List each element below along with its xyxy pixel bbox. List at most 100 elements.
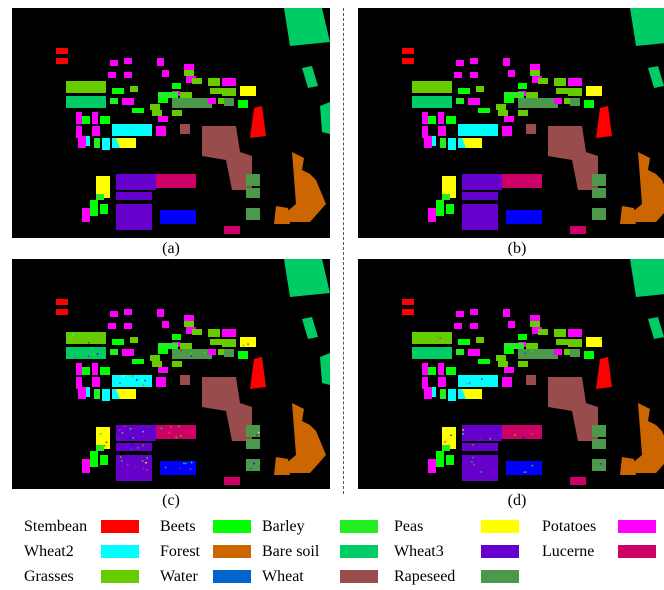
field-forest: [274, 457, 290, 475]
field-wheat2: [458, 138, 468, 148]
field-potatoes: [456, 311, 464, 317]
misclassified-pixel: [127, 463, 129, 466]
misclassified-pixel: [137, 447, 139, 449]
field-rapeseed: [172, 98, 212, 108]
map-panel-a: [12, 8, 330, 238]
field-baresoil: [630, 259, 664, 297]
field-baresoil: [302, 66, 318, 88]
field-potatoes: [508, 70, 515, 77]
legend-label: Beets: [160, 518, 196, 535]
misclassified-pixel: [146, 457, 148, 459]
misclassified-pixel: [168, 432, 170, 434]
field-yellow: [96, 176, 110, 198]
field-potatoes: [422, 377, 428, 389]
field-grasses: [412, 81, 452, 93]
field-wheat2: [448, 138, 456, 150]
field-potatoes: [508, 321, 515, 328]
misclassified-pixel: [98, 443, 100, 445]
field-wheat: [526, 375, 536, 385]
field-yellow: [442, 427, 456, 449]
field-potatoes: [110, 311, 118, 317]
legend-swatch-wheat: [340, 570, 378, 583]
legend-label: Peas: [394, 518, 424, 535]
misclassified-pixel: [141, 460, 144, 462]
legend-label: Wheat3: [394, 543, 444, 560]
misclassified-pixel: [489, 438, 491, 440]
field-potatoes: [422, 112, 428, 124]
field-potatoes: [162, 321, 169, 328]
map-panel-d: [358, 259, 664, 489]
field-barley: [96, 194, 104, 200]
map-background: [12, 8, 330, 238]
field-grasses: [518, 110, 528, 116]
field-potatoes: [158, 367, 168, 373]
legend-swatch-baresoil: [340, 545, 378, 558]
legend-label: Wheat: [262, 568, 304, 585]
field-beets: [458, 339, 470, 345]
legend-item-wheat: Wheat: [262, 566, 304, 588]
map-panel-b: [358, 8, 664, 238]
field-stembean: [56, 299, 68, 305]
caption-c: (c): [162, 492, 180, 509]
field-beets: [158, 98, 168, 103]
field-wheat: [180, 375, 190, 385]
field-potatoes: [502, 126, 512, 136]
misclassified-pixel: [525, 471, 527, 473]
field-forest: [630, 403, 664, 473]
field-potatoes: [422, 363, 428, 375]
field-grasses: [130, 337, 138, 343]
field-potatoes: [503, 309, 510, 317]
legend-label: Rapeseed: [394, 568, 456, 585]
legend-item-grasses: Grasses: [24, 566, 74, 588]
field-lucerne: [502, 425, 542, 439]
field-grasses: [172, 361, 182, 367]
field-grasses: [210, 339, 222, 345]
field-baresoil: [302, 317, 318, 339]
field-forest: [274, 206, 290, 224]
field-peas: [160, 210, 196, 224]
field-potatoes: [504, 116, 514, 122]
misclassified-pixel: [132, 375, 134, 377]
field-forest: [630, 152, 664, 222]
field-wheat3: [462, 174, 502, 190]
field-potatoes: [157, 309, 164, 317]
field-forest: [284, 403, 326, 473]
field-baresoil: [320, 102, 330, 134]
field-grasses: [180, 92, 192, 98]
field-wheat3: [116, 222, 152, 230]
misclassified-pixel: [99, 433, 102, 435]
field-grasses: [184, 70, 194, 76]
field-baresoil: [284, 8, 330, 46]
legend-item-wheat3: Wheat3: [394, 541, 444, 563]
misclassified-pixel: [130, 447, 132, 450]
field-grasses: [150, 355, 160, 361]
legend-item-lucerne: Lucerne: [542, 541, 594, 563]
field-wheat2: [102, 138, 110, 150]
misclassified-pixel: [436, 335, 438, 338]
field-beets: [478, 108, 490, 113]
legend-label: Wheat2: [24, 543, 74, 560]
field-lucerne: [224, 226, 240, 234]
misclassified-pixel: [170, 426, 172, 428]
field-grasses: [192, 329, 202, 335]
field-wheat3: [116, 473, 152, 481]
misclassified-pixel: [121, 432, 124, 434]
field-rapeseed: [172, 349, 212, 359]
misclassified-pixel: [524, 352, 527, 354]
field-grasses: [192, 78, 202, 84]
field-beets: [428, 367, 436, 375]
legend-label: Barley: [262, 518, 305, 535]
field-grasses: [554, 78, 566, 86]
misclassified-pixel: [118, 429, 121, 431]
misclassified-pixel: [145, 462, 147, 464]
misclassified-pixel: [462, 429, 464, 431]
field-baresoil: [66, 347, 106, 359]
field-barley: [94, 389, 100, 399]
field-barley: [440, 389, 446, 399]
caption-d: (d): [507, 492, 527, 509]
legend-swatch-barley: [340, 520, 378, 533]
field-wheat2: [112, 138, 122, 148]
field-potatoes: [76, 377, 82, 389]
field-stembean: [402, 58, 414, 64]
misclassified-pixel: [142, 467, 145, 470]
